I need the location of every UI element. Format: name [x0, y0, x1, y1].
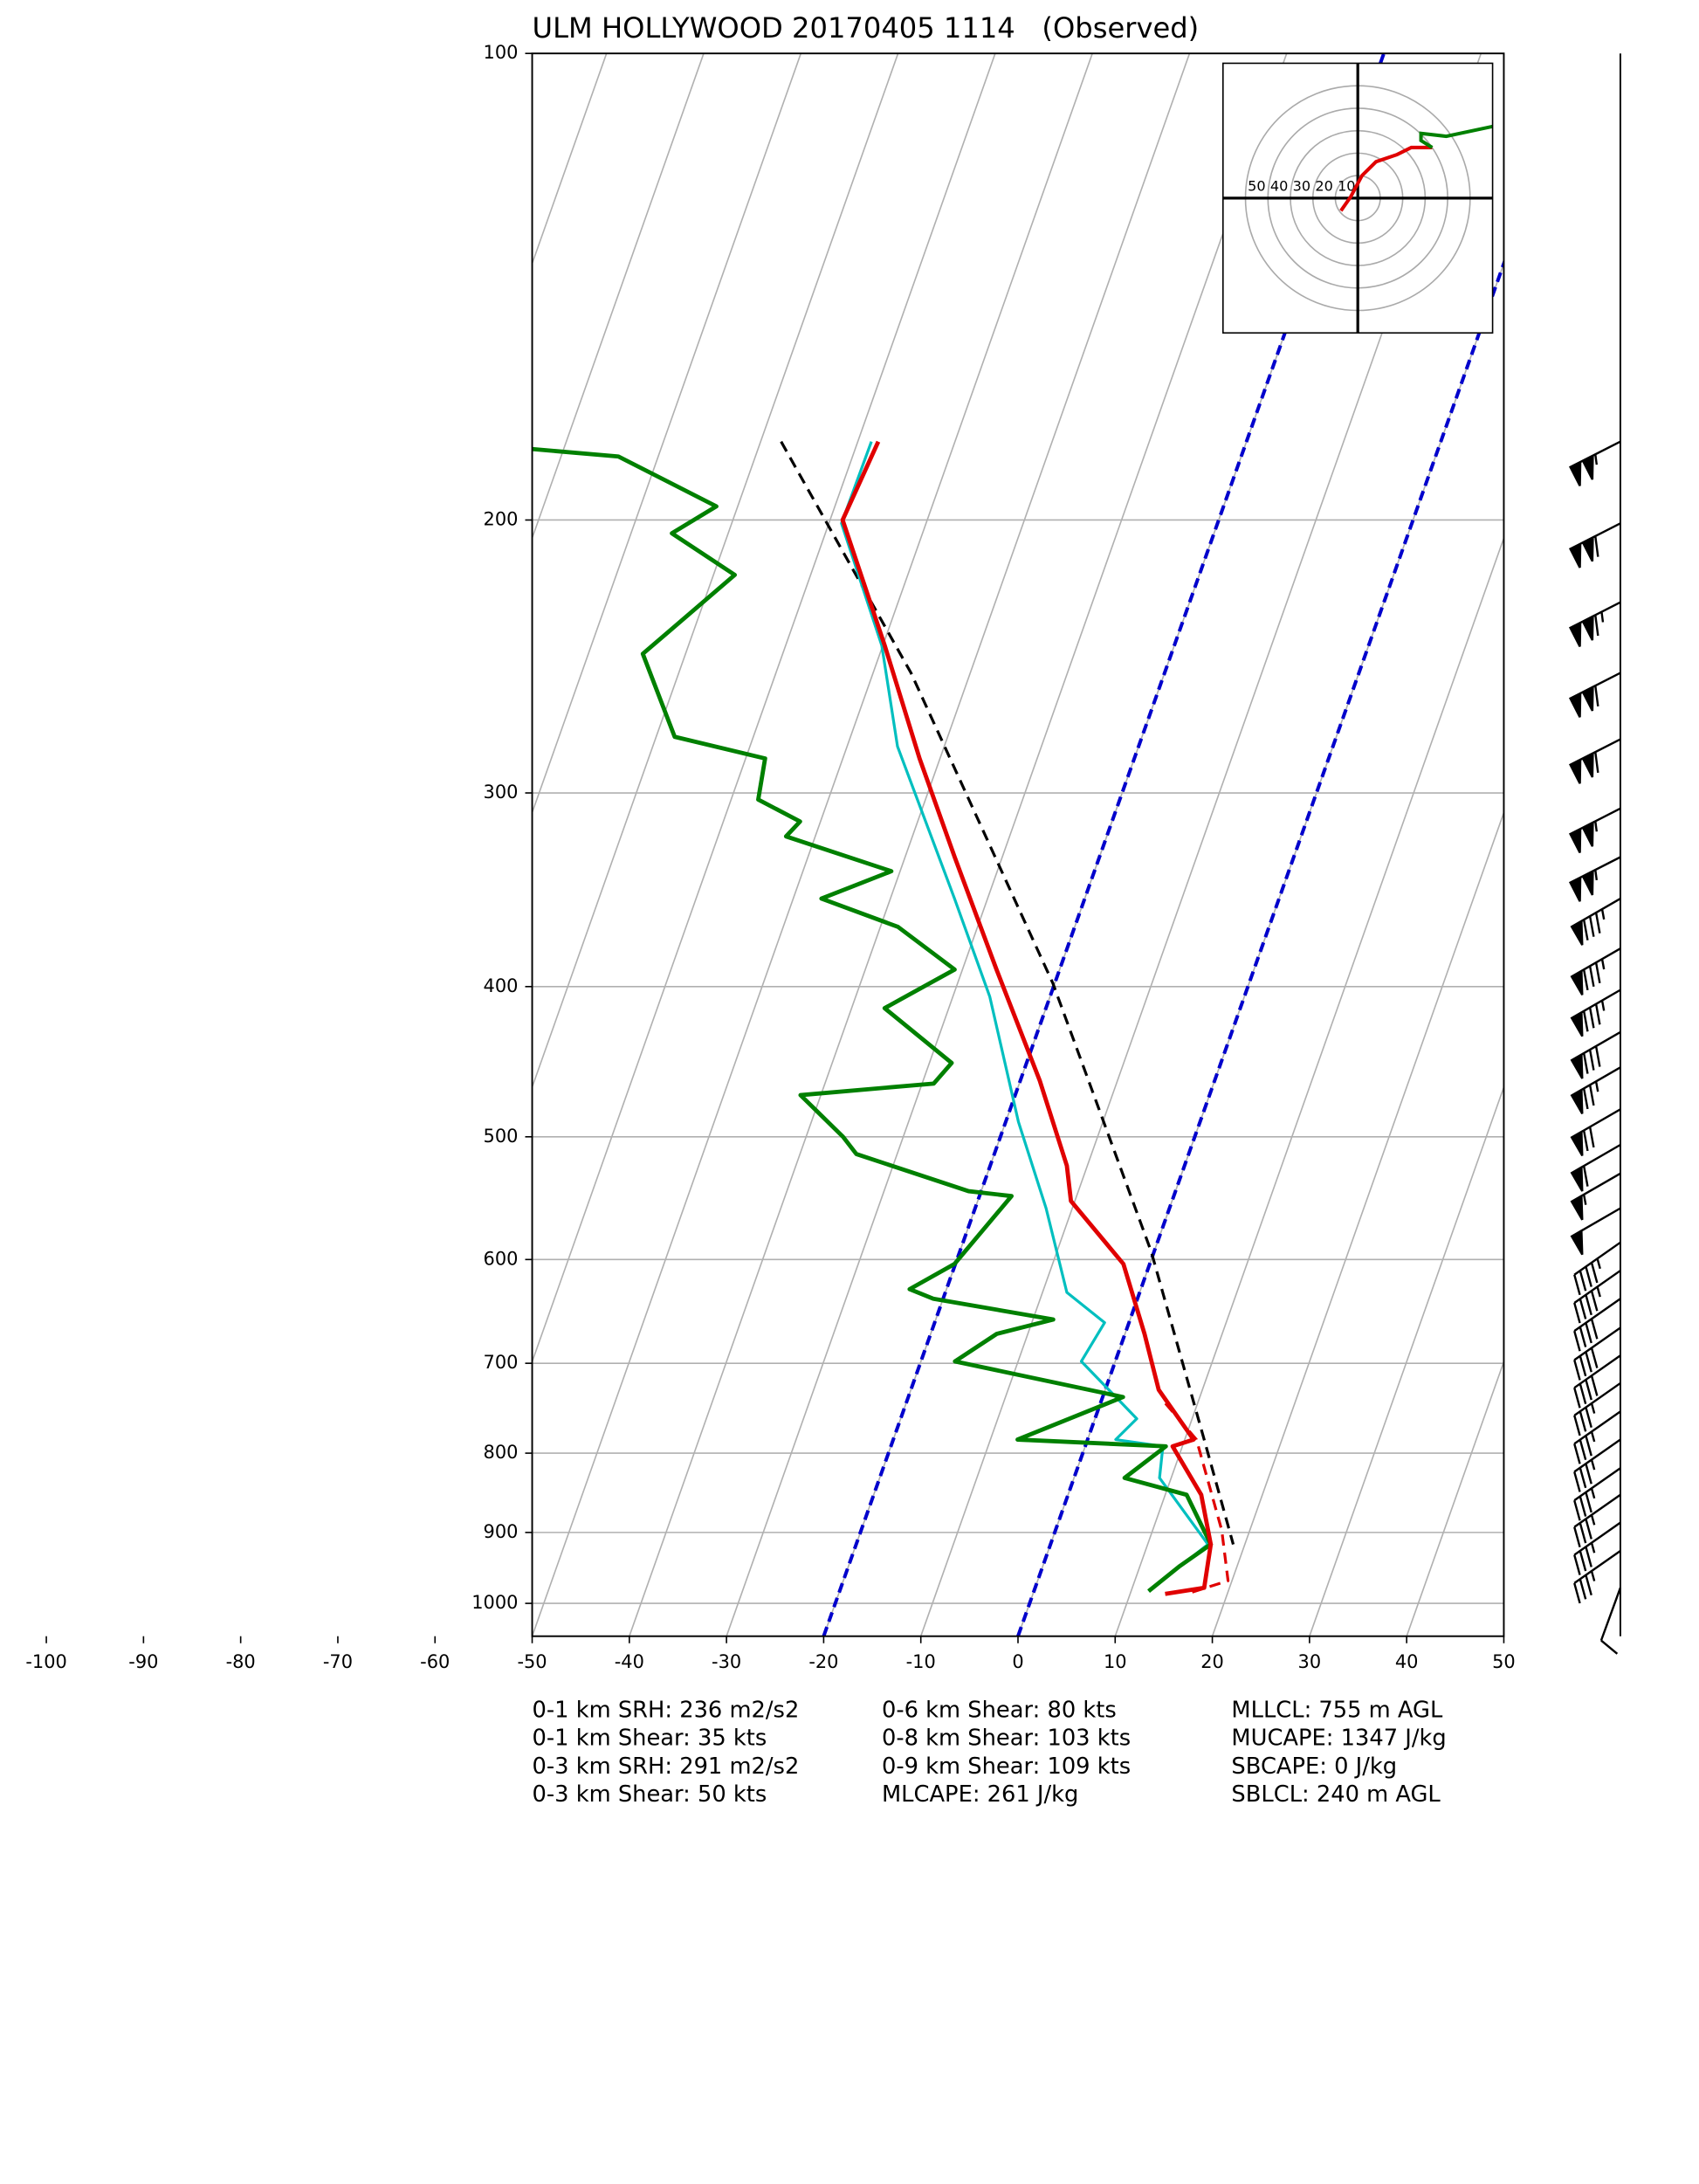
stat-text: 0-3 km Shear: 50 kts [533, 1781, 767, 1808]
hodo-line [1339, 145, 1433, 212]
x-tick-label: -60 [420, 1651, 450, 1672]
isotherm-grid [629, 53, 1191, 1636]
stat-text: 0-9 km Shear: 109 kts [882, 1753, 1131, 1780]
wind-barb [1573, 1493, 1621, 1547]
hodo-line [1419, 124, 1493, 149]
stat-text: MLLCL: 755 m AGL [1231, 1697, 1443, 1723]
stat-text: SBCAPE: 0 J/kg [1231, 1753, 1397, 1780]
isotherm-grid [532, 53, 802, 815]
hodo-clip: 50 40 30 20 10 [1222, 63, 1493, 334]
hodo-ring-label: 50 [1248, 177, 1265, 194]
wind-barb [1573, 1326, 1621, 1381]
wind-barb [1568, 672, 1621, 718]
stat-text: 0-1 km Shear: 35 kts [533, 1726, 767, 1752]
wind-barb [1570, 1030, 1621, 1079]
stat-text: 0-1 km SRH: 236 m2/s2 [533, 1697, 800, 1723]
wind-barb [1573, 1354, 1621, 1409]
wind-barb [1573, 1467, 1621, 1521]
wind-barb [1570, 1172, 1621, 1221]
x-tick-label: -70 [323, 1651, 353, 1672]
isotherm-grid [1211, 810, 1504, 1636]
x-tick-label: -80 [226, 1651, 256, 1672]
wind-barb [1568, 807, 1621, 854]
wind-barb [1570, 989, 1621, 1037]
y-tick-label: 800 [484, 1442, 519, 1463]
x-tick-label: 20 [1200, 1651, 1224, 1672]
y-tick-label: 100 [484, 42, 519, 63]
stat-text: 0-6 km Shear: 80 kts [882, 1697, 1117, 1723]
wind-barb [1568, 738, 1621, 784]
wind-barb [1570, 1143, 1621, 1192]
x-tick-label: 40 [1395, 1651, 1419, 1672]
x-tick-label: 30 [1298, 1651, 1322, 1672]
y-tick-label: 300 [484, 782, 519, 803]
profile-line [840, 440, 1214, 1596]
stat-text: MUCAPE: 1347 J/kg [1231, 1726, 1446, 1752]
wind-barb [1573, 1521, 1621, 1575]
y-tick-label: 200 [484, 508, 519, 529]
stat-text: 0-8 km Shear: 103 kts [882, 1726, 1131, 1752]
x-tick-label: -40 [615, 1651, 644, 1672]
y-tick-label: 900 [484, 1521, 519, 1542]
wind-barb [1568, 601, 1621, 647]
x-tick-label: -100 [25, 1651, 66, 1672]
hodo-ring-label: 40 [1270, 177, 1288, 194]
x-tick-label: 0 [1012, 1651, 1023, 1672]
isotherm-grid [532, 53, 899, 1090]
profile-line [840, 441, 1210, 1593]
isotherm-grid [726, 53, 1288, 1636]
x-tick-label: 50 [1492, 1651, 1516, 1672]
wind-barb [1573, 1550, 1621, 1604]
y-tick-label: 1000 [471, 1592, 518, 1613]
wind-barb [1568, 856, 1621, 902]
wind-barb [1573, 1241, 1621, 1296]
wind-barb [1573, 1270, 1621, 1324]
wind-barb [1573, 1381, 1621, 1436]
isotherm-grid [1309, 1085, 1504, 1636]
profile-line [1164, 1402, 1230, 1595]
wind-barb [1570, 1108, 1621, 1156]
x-tick-label: 10 [1104, 1651, 1127, 1672]
wind-barb [1573, 1298, 1621, 1352]
wind-barb [1568, 522, 1621, 568]
stat-text: SBLCL: 240 m AGL [1231, 1781, 1441, 1808]
wind-barb [1570, 947, 1621, 996]
hodo-ring-label: 30 [1293, 177, 1310, 194]
y-tick-label: 400 [484, 975, 519, 996]
isotherm-grid [532, 53, 996, 1364]
y-tick-label: 500 [484, 1126, 519, 1147]
isotherm-grid [1114, 535, 1504, 1636]
overlay: -100 -90 -80 -70 -60 -50 -40 -30 -20 -10 0 10 20 30 40… [25, 42, 1622, 1808]
y-tick-label: 600 [484, 1248, 519, 1269]
x-tick-label: -90 [128, 1651, 158, 1672]
wind-barb [1573, 1410, 1621, 1464]
hodo-frame [1221, 62, 1494, 334]
x-tick-label: -20 [808, 1651, 838, 1672]
plot-frame [531, 52, 1505, 1637]
chart-title: ULM HOLLYWOOD 20170405 1114 (Observed) [533, 11, 1200, 45]
isotherm-grid [1406, 1359, 1504, 1636]
x-tick-label: -10 [906, 1651, 936, 1672]
profile-line [532, 446, 1214, 1593]
x-tick-label: -30 [712, 1651, 741, 1672]
stat-text: 0-3 km SRH: 291 m2/s2 [533, 1753, 800, 1780]
wind-barb [1570, 1066, 1621, 1114]
wind-barb [1573, 1438, 1621, 1492]
wind-barb [1570, 898, 1621, 946]
y-tick-label: 700 [484, 1352, 519, 1373]
x-tick-label: -50 [517, 1651, 547, 1672]
stat-text: MLCAPE: 261 J/kg [882, 1781, 1078, 1808]
wind-barb [1599, 1587, 1622, 1655]
isotherm-grid [532, 53, 705, 541]
wind-barb [1570, 1207, 1621, 1256]
hodo-ring-label: 20 [1315, 177, 1332, 194]
hodo-ring-label: 10 [1338, 177, 1355, 194]
profile-line [780, 440, 1235, 1545]
wind-barb [1568, 440, 1621, 486]
hodograph: 50 40 30 20 10 [1221, 62, 1494, 334]
